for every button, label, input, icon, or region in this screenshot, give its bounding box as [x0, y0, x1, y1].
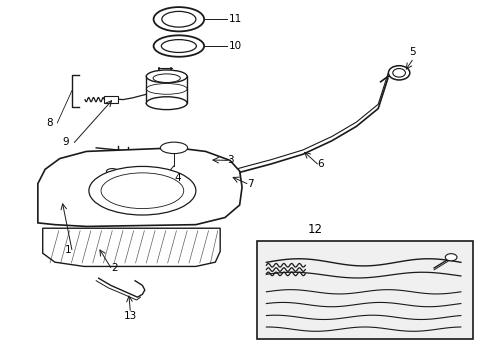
Text: 12: 12 — [307, 224, 322, 237]
Polygon shape — [38, 148, 242, 226]
Text: 9: 9 — [62, 138, 69, 148]
Ellipse shape — [153, 35, 203, 57]
Ellipse shape — [392, 68, 405, 77]
Text: 13: 13 — [123, 311, 137, 321]
Ellipse shape — [153, 7, 203, 31]
Text: 5: 5 — [408, 47, 415, 57]
Ellipse shape — [153, 74, 180, 82]
Text: 4: 4 — [174, 173, 180, 183]
Text: 7: 7 — [246, 179, 253, 189]
Polygon shape — [42, 228, 220, 266]
Ellipse shape — [89, 166, 196, 215]
Ellipse shape — [160, 142, 187, 154]
Text: 2: 2 — [111, 262, 117, 273]
Ellipse shape — [162, 12, 196, 27]
Bar — [104, 96, 118, 103]
Bar — [256, 241, 472, 339]
Ellipse shape — [146, 70, 187, 83]
Text: 8: 8 — [46, 118, 52, 128]
Ellipse shape — [106, 168, 118, 174]
Text: 10: 10 — [228, 41, 242, 51]
Text: 1: 1 — [65, 245, 72, 255]
Text: 3: 3 — [227, 156, 234, 165]
Text: 11: 11 — [228, 14, 242, 24]
Ellipse shape — [387, 66, 409, 80]
Ellipse shape — [161, 40, 196, 53]
Ellipse shape — [146, 97, 187, 110]
Ellipse shape — [445, 254, 456, 261]
Text: 6: 6 — [317, 159, 324, 169]
